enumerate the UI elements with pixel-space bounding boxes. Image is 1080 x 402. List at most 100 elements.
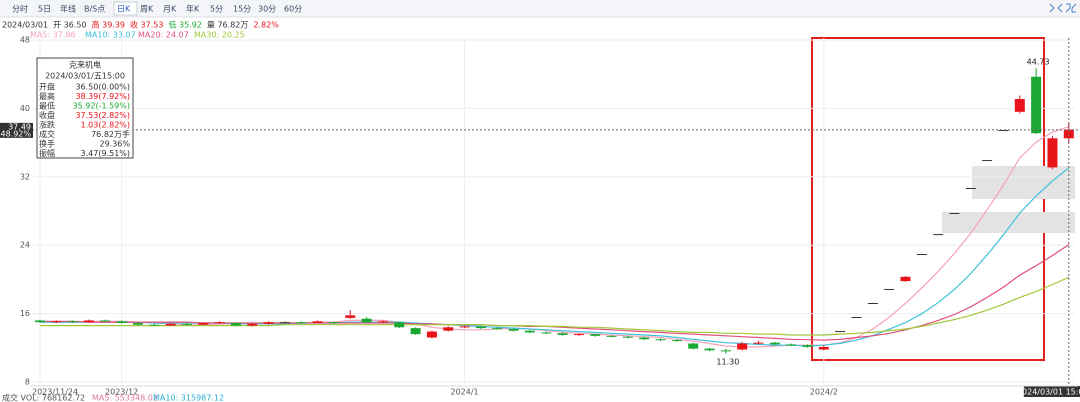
expand-icons[interactable]: [1049, 3, 1077, 13]
tooltip-value: 3.47(9.51%): [81, 149, 130, 158]
candle-body: [590, 334, 601, 336]
candle-body: [214, 322, 225, 324]
header-field: 开 36.50: [53, 21, 86, 30]
tooltip-key: 换手: [39, 139, 55, 149]
tab[interactable]: 日K: [117, 5, 131, 14]
candle-body: [769, 342, 780, 345]
tooltip-value: 38.39(7.92%): [75, 92, 130, 101]
tooltip-title: 克来机电: [69, 60, 101, 70]
candle-body: [1063, 129, 1074, 139]
candle-body: [35, 320, 45, 323]
legend-entry: MA5: 37.86: [30, 31, 76, 40]
y-tick-label: 48: [20, 36, 30, 45]
footer-field: MA5: 553348.02: [92, 394, 158, 402]
tooltip-key: 最高: [39, 91, 55, 101]
tooltip-value: 76.82万手: [91, 129, 130, 139]
candle-body: [426, 331, 437, 338]
tab[interactable]: 分时: [12, 4, 28, 14]
candle-body: [1014, 98, 1025, 112]
tooltip-value: 36.50(0.00%): [75, 83, 130, 92]
tooltip-key: 成交: [39, 129, 55, 139]
candle-body: [998, 130, 1009, 132]
candle-body: [345, 315, 356, 318]
candle-body: [884, 288, 895, 290]
candle-body: [867, 302, 878, 304]
candle-body: [655, 339, 666, 341]
x-tick-label: 2024/1: [451, 388, 479, 397]
header-field: 2.82%: [253, 21, 279, 30]
candle-body: [475, 326, 486, 329]
candle-body: [622, 336, 633, 338]
candle-body: [181, 323, 192, 325]
candle-body: [410, 328, 421, 335]
candle-body: [198, 323, 209, 325]
candle-body: [753, 342, 764, 344]
tab[interactable]: 60分: [284, 5, 302, 14]
tab-selected: [113, 1, 138, 16]
header-field: 高 39.39: [92, 20, 125, 30]
tab[interactable]: 年线: [60, 4, 76, 14]
tab[interactable]: 月K: [163, 5, 177, 14]
tooltip-key: 振幅: [39, 148, 55, 158]
candle-body: [916, 254, 927, 256]
footer-field: 成交 VOL: 768162.72: [2, 393, 85, 402]
tab[interactable]: 30分: [258, 5, 276, 14]
candle-body: [263, 322, 274, 324]
candle-body: [982, 160, 993, 162]
candle-body: [459, 326, 470, 328]
candle-body: [933, 234, 944, 236]
y-tick-label: 24: [20, 241, 30, 250]
legend-entry: MA20: 24.07: [138, 31, 189, 40]
tab[interactable]: 15分: [233, 5, 251, 14]
tab[interactable]: 年K: [186, 4, 200, 14]
candle-body: [802, 345, 813, 347]
candle-body: [492, 328, 503, 330]
candle-body: [524, 330, 535, 333]
tab[interactable]: 5分: [210, 5, 223, 14]
candle-body: [557, 333, 568, 335]
tooltip-value: 37.53(2.82%): [75, 111, 130, 120]
crosshair-change: 148.92%: [0, 129, 31, 138]
candle-body: [149, 324, 160, 326]
candle-body: [312, 321, 323, 324]
candle-body: [508, 328, 519, 331]
tab[interactable]: 周K: [140, 5, 154, 14]
footer-field: MA10: 315987.12: [153, 394, 224, 402]
candle-body: [296, 322, 307, 324]
legend-entry: MA10: 33.07: [85, 31, 136, 40]
candle-body: [51, 321, 62, 323]
ma-line: [40, 167, 1070, 347]
candle-body: [639, 337, 650, 340]
header-field: 低 35.92: [168, 20, 201, 30]
ma-line: [40, 126, 1069, 348]
candle-body: [100, 320, 111, 322]
x-tick-label: 2023/12: [105, 388, 138, 397]
candle-body: [361, 318, 372, 323]
y-tick-label: 8: [25, 378, 30, 387]
candle-body: [900, 276, 911, 282]
candle-body: [394, 322, 405, 328]
candle-body: [443, 327, 454, 331]
tooltip-value: 1.03(2.82%): [81, 121, 130, 130]
toolbar-bg: [0, 0, 1080, 17]
candle-body: [688, 343, 699, 349]
candle-body: [1047, 138, 1058, 168]
tooltip-value: 29.36%: [99, 140, 130, 149]
legend-entry: MA30: 20.25: [194, 31, 245, 40]
y-tick-label: 32: [20, 172, 30, 181]
candle-body: [606, 335, 617, 337]
candle-body: [704, 348, 715, 351]
tooltip-value: 35.92(-1.59%): [73, 102, 130, 111]
candle-body: [818, 346, 829, 350]
icon-expand[interactable]: [1065, 3, 1077, 13]
icon-shrink[interactable]: [1049, 3, 1063, 13]
tab[interactable]: 5日: [38, 5, 51, 14]
candle-body: [1031, 76, 1042, 134]
candle-body: [541, 332, 552, 334]
y-tick-label: 16: [20, 309, 30, 318]
candle-body: [671, 340, 682, 342]
crosshair-time-box: [1023, 386, 1080, 397]
tab[interactable]: B/S点: [84, 5, 105, 14]
candle-body: [949, 212, 960, 214]
